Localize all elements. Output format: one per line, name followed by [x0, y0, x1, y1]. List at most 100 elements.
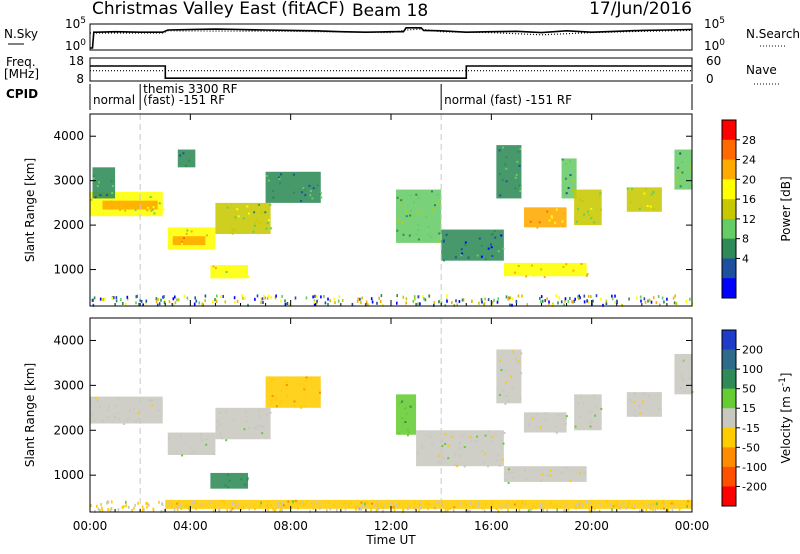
- power-data-cell: [676, 181, 679, 184]
- power-colorbar-cell: [722, 238, 736, 259]
- velocity-data-cell: [237, 507, 240, 510]
- velocity-data-cell: [520, 501, 523, 505]
- freq-right-ytick: 0: [706, 72, 714, 86]
- velocity-data-cell: [282, 504, 285, 507]
- velocity-data-cell: [504, 503, 507, 507]
- velocity-data-cell: [377, 507, 380, 511]
- velocity-data-cell: [564, 509, 566, 513]
- power-data-cell: [590, 217, 593, 220]
- power-data-cell: [456, 303, 458, 307]
- velocity-colorbar-cell: [722, 330, 736, 351]
- power-data-region: [574, 189, 602, 226]
- velocity-data-cell: [628, 501, 631, 504]
- velocity-data-cell: [115, 404, 118, 407]
- power-data-cell: [423, 297, 425, 301]
- velocity-data-cell: [495, 459, 498, 462]
- velocity-data-cell: [201, 505, 203, 508]
- power-data-cell: [497, 250, 500, 253]
- power-data-cell: [561, 158, 564, 161]
- velocity-data-cell: [536, 502, 539, 506]
- power-data-cell: [252, 230, 255, 233]
- velocity-data-cell: [269, 376, 272, 379]
- power-data-cell: [487, 247, 490, 250]
- velocity-data-cell: [161, 503, 164, 506]
- velocity-data-cell: [683, 389, 686, 392]
- velocity-data-cell: [458, 441, 461, 444]
- power-colorbar-tick-label: 20: [742, 173, 756, 186]
- power-data-cell: [569, 296, 571, 300]
- power-colorbar-cell: [722, 199, 736, 220]
- velocity-data-cell: [652, 501, 655, 504]
- velocity-data-cell: [499, 359, 502, 362]
- noise-right-ytick: 100: [704, 38, 725, 53]
- power-data-cell: [396, 196, 399, 199]
- velocity-data-cell: [319, 391, 321, 394]
- velocity-data-cell: [137, 501, 139, 505]
- velocity-data-cell: [377, 505, 380, 508]
- velocity-data-cell: [491, 440, 494, 443]
- velocity-data-cell: [355, 506, 358, 509]
- velocity-data-cell: [673, 501, 675, 505]
- power-data-cell: [678, 172, 681, 174]
- velocity-data-cell: [563, 508, 565, 512]
- velocity-data-cell: [299, 501, 302, 505]
- velocity-data-cell: [193, 500, 196, 504]
- cpid-label: CPID: [6, 87, 38, 101]
- velocity-data-cell: [531, 417, 534, 420]
- velocity-data-cell: [194, 450, 197, 453]
- power-data-cell: [490, 233, 493, 236]
- power-data-cell: [521, 294, 523, 298]
- velocity-data-cell: [329, 507, 332, 511]
- velocity-data-cell: [504, 369, 507, 372]
- velocity-data-cell: [651, 503, 653, 507]
- velocity-data-cell: [419, 506, 421, 510]
- power-data-cell: [666, 297, 668, 301]
- power-data-cell: [267, 219, 270, 222]
- velocity-data-cell: [304, 387, 307, 390]
- power-data-cell: [292, 173, 295, 176]
- velocity-data-cell: [272, 507, 274, 511]
- power-data-cell: [583, 300, 586, 304]
- power-data-cell: [460, 254, 463, 257]
- power-data-cell: [320, 295, 322, 299]
- velocity-data-cell: [225, 410, 228, 413]
- velocity-data-cell: [224, 484, 227, 487]
- power-data-cell: [558, 296, 560, 300]
- velocity-data-cell: [285, 384, 288, 386]
- power-data-cell: [400, 199, 403, 202]
- power-data-cell: [334, 301, 336, 305]
- power-data-region: [102, 200, 158, 210]
- power-data-cell: [505, 167, 508, 170]
- power-data-cell: [98, 181, 100, 184]
- power-data-cell: [575, 220, 578, 223]
- power-data-cell: [224, 300, 227, 304]
- power-data-cell: [402, 233, 405, 236]
- power-data-cell: [255, 219, 258, 222]
- velocity-data-cell: [469, 501, 472, 505]
- velocity-data-cell: [680, 373, 683, 376]
- velocity-data-cell: [430, 436, 433, 438]
- power-data-cell: [267, 179, 270, 182]
- velocity-data-cell: [522, 501, 524, 505]
- power-data-cell: [571, 188, 574, 191]
- power-data-cell: [518, 184, 521, 187]
- power-data-region: [523, 207, 567, 228]
- power-data-cell: [234, 300, 236, 304]
- velocity-data-cell: [427, 507, 429, 511]
- velocity-data-cell: [660, 507, 662, 510]
- velocity-data-cell: [663, 501, 665, 505]
- power-data-cell: [270, 227, 273, 230]
- power-data-cell: [514, 187, 517, 190]
- power-data-cell: [198, 301, 201, 305]
- power-data-cell: [124, 209, 127, 212]
- power-data-cell: [305, 296, 308, 300]
- velocity-data-cell: [151, 404, 153, 407]
- power-data-cell: [94, 196, 97, 199]
- velocity-data-cell: [125, 504, 127, 508]
- power-data-cell: [587, 210, 589, 213]
- velocity-data-cell: [244, 483, 247, 486]
- velocity-data-cell: [590, 410, 593, 413]
- power-data-cell: [204, 299, 206, 303]
- velocity-data-cell: [101, 509, 104, 513]
- velocity-data-cell: [520, 352, 523, 355]
